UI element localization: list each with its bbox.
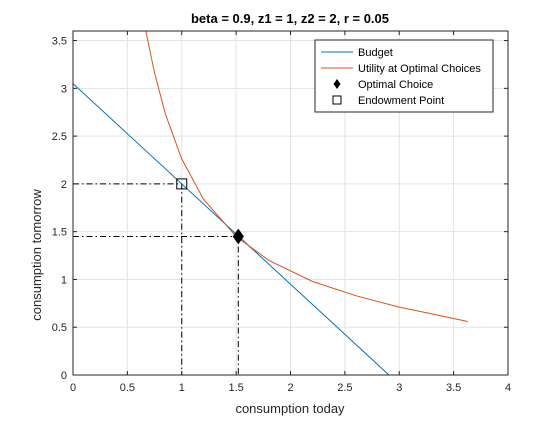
legend-swatch	[332, 95, 342, 105]
legend: Budget Utility at Optimal Choices Optimal …	[314, 39, 494, 113]
y-tick-label: 3.5	[52, 36, 67, 48]
y-tick-label: 0	[61, 370, 67, 382]
y-tick-label: 3	[61, 83, 67, 95]
legend-item: Optimal Choice	[333, 79, 433, 91]
x-tick-label: 3.5	[446, 382, 461, 394]
x-tick-label: 0.5	[120, 382, 135, 394]
legend-swatch	[333, 79, 341, 89]
y-tick-label: 2	[61, 179, 67, 191]
x-tick-label: 2.5	[337, 382, 352, 394]
axes: 0 0.5 1 1.5 2 2.5 3 3.5 4 0 0.5 1 1.5 2 2.5 3 3.5	[52, 30, 511, 394]
y-axis-label: consumption tomorrow	[29, 189, 44, 321]
legend-label: Optimal Choice	[358, 79, 433, 91]
legend-item: Utility at Optimal Choices	[321, 63, 481, 75]
y-tick-label: 1.5	[52, 227, 67, 239]
x-axis-label: consumption today	[235, 401, 345, 416]
series-line-utility	[145, 31, 468, 322]
y-tick-label: 0.5	[52, 322, 67, 334]
legend-label: Utility at Optimal Choices	[358, 63, 481, 75]
endowment-point	[176, 178, 188, 190]
x-tick-label: 1	[179, 382, 185, 394]
x-tick-label: 1.5	[228, 382, 243, 394]
series-line-budget	[73, 83, 390, 375]
x-tick-label: 2	[287, 382, 293, 394]
x-tick-label: 3	[396, 382, 402, 394]
legend-label: Budget	[358, 47, 393, 59]
x-tick-label: 0	[70, 382, 76, 394]
x-tick-label: 4	[505, 382, 511, 394]
legend-item: Endowment Point	[332, 95, 444, 107]
legend-label: Endowment Point	[358, 95, 444, 107]
y-tick-label: 1	[61, 274, 67, 286]
chart-title: beta = 0.9, z1 = 1, z2 = 2, r = 0.05	[191, 11, 389, 26]
legend-item: Budget	[321, 47, 393, 59]
optimal-choice-point	[232, 228, 244, 245]
y-tick-label: 2.5	[52, 131, 67, 143]
